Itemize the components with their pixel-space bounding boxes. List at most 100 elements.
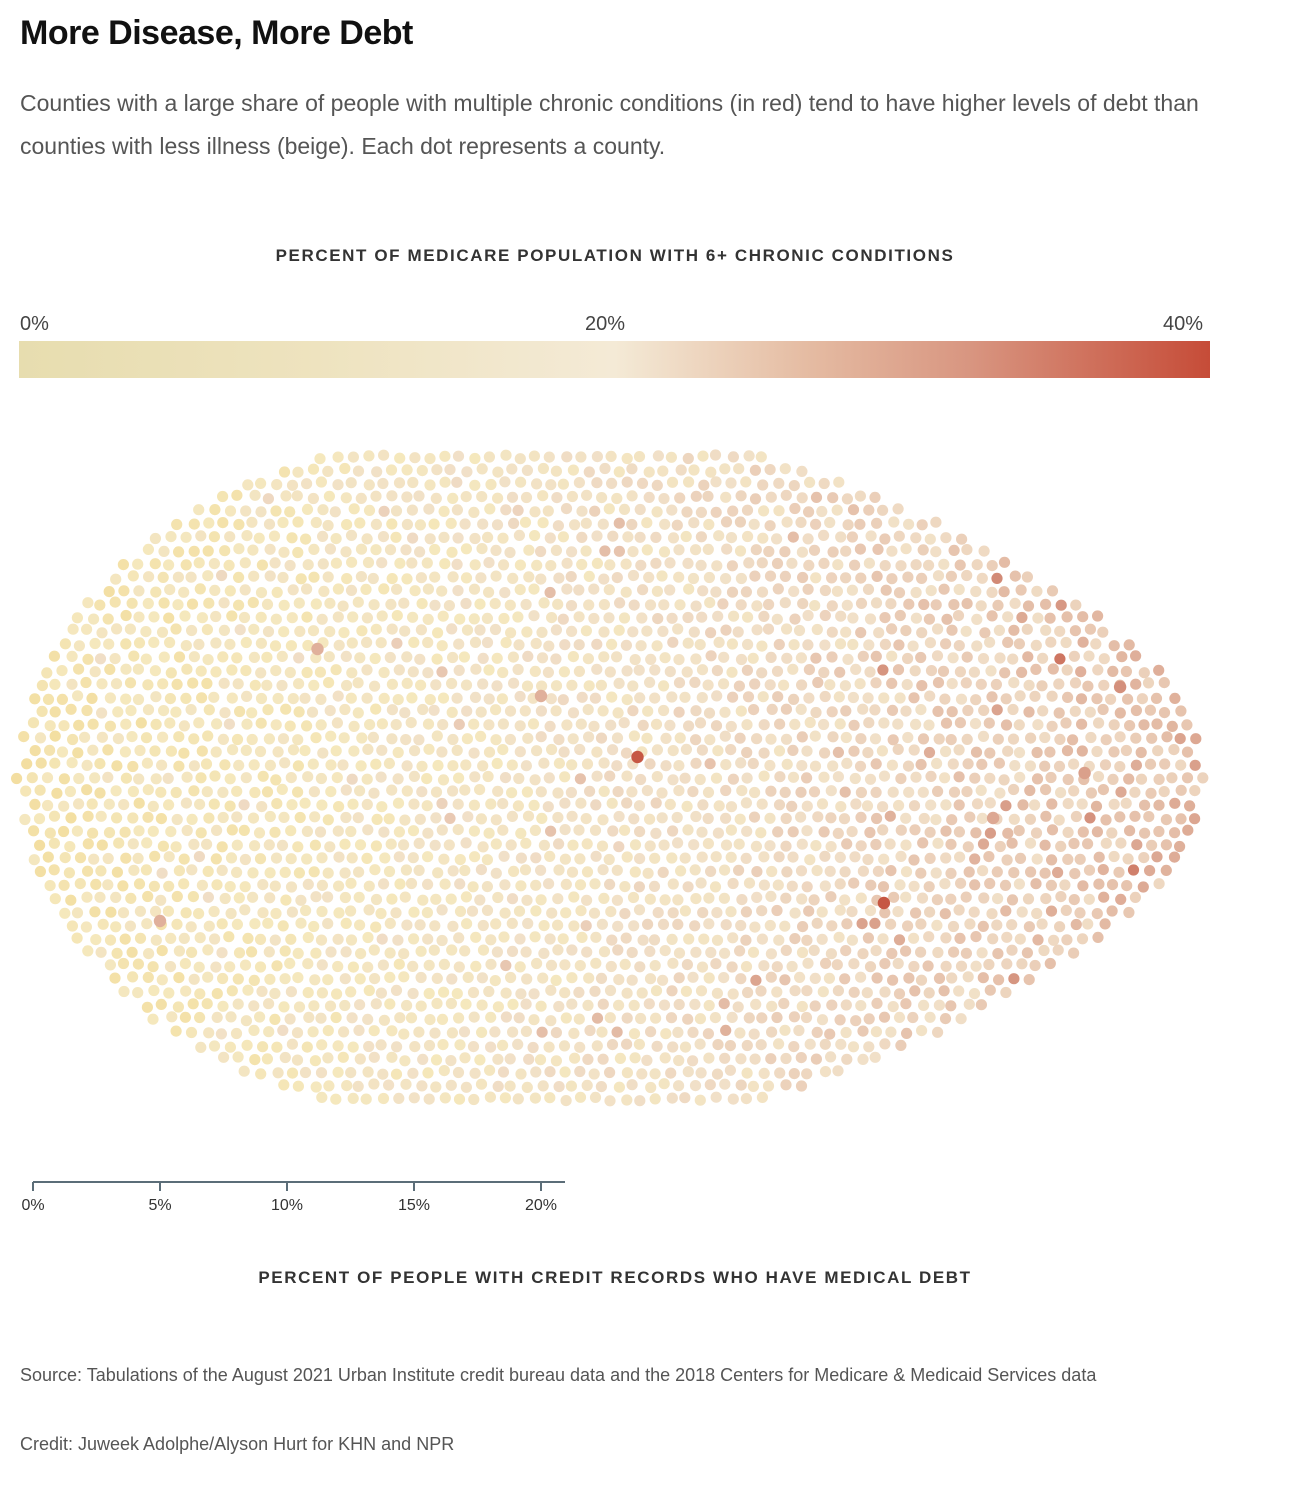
county-dot[interactable] [629,839,642,851]
county-dot[interactable] [618,612,631,624]
county-dot[interactable] [1189,759,1201,771]
county-dot[interactable] [581,946,593,958]
county-dot[interactable] [80,676,92,689]
county-dot[interactable] [110,921,122,933]
county-dot[interactable] [219,892,231,905]
county-dot[interactable] [977,730,990,742]
county-dot[interactable] [961,651,973,663]
county-dot[interactable] [622,531,634,543]
county-dot[interactable] [48,864,60,876]
county-dot[interactable] [147,961,159,973]
county-dot[interactable] [188,973,200,985]
county-dot[interactable] [1068,894,1080,906]
county-dot[interactable] [955,877,967,889]
county-dot[interactable] [930,867,942,879]
county-dot[interactable] [239,853,251,866]
county-dot[interactable] [492,1080,504,1092]
county-dot[interactable] [580,517,592,529]
county-dot[interactable] [322,465,334,477]
county-dot[interactable] [279,973,291,985]
county-dot[interactable] [446,677,458,690]
county-dot[interactable] [431,730,443,742]
county-dot[interactable] [384,947,396,959]
county-dot[interactable] [1146,839,1158,851]
county-dot[interactable] [621,851,633,863]
county-dot[interactable] [504,1080,516,1092]
county-dot[interactable] [846,826,858,838]
county-dot[interactable] [1153,878,1165,890]
county-dot[interactable] [1129,891,1141,903]
county-dot[interactable] [150,773,162,785]
county-dot[interactable] [544,933,556,945]
county-dot[interactable] [1002,827,1014,839]
county-dot[interactable] [650,985,663,997]
county-dot[interactable] [553,734,565,746]
county-dot[interactable] [1000,719,1013,731]
county-dot[interactable] [406,692,418,704]
county-dot[interactable] [835,801,847,813]
county-dot[interactable] [470,931,482,943]
county-dot[interactable] [135,717,147,729]
county-dot[interactable] [566,810,578,822]
county-dot[interactable] [1045,905,1058,917]
county-dot[interactable] [28,854,40,866]
county-dot[interactable] [682,1013,694,1025]
county-dot[interactable] [1009,760,1021,772]
county-dot[interactable] [1031,585,1043,597]
county-dot[interactable] [832,1065,844,1077]
county-dot[interactable] [332,611,344,623]
county-dot[interactable] [142,811,154,823]
county-dot[interactable] [81,704,93,717]
county-dot[interactable] [986,691,998,703]
county-dot[interactable] [224,800,236,812]
county-dot[interactable] [757,691,769,703]
county-dot[interactable] [421,907,433,919]
county-dot[interactable] [924,637,937,649]
county-dot[interactable] [1053,760,1066,772]
county-dot[interactable] [732,1001,744,1013]
county-dot[interactable] [82,945,94,957]
county-dot[interactable] [1008,677,1020,689]
county-dot[interactable] [613,1081,626,1093]
county-dot[interactable] [1138,719,1150,731]
county-dot[interactable] [900,891,912,903]
county-dot[interactable] [489,598,501,610]
county-dot[interactable] [376,744,388,756]
county-dot[interactable] [712,610,724,622]
county-dot[interactable] [818,771,830,783]
county-dot[interactable] [512,800,525,812]
county-dot[interactable] [439,878,451,890]
county-dot[interactable] [87,827,99,839]
county-dot[interactable] [354,919,366,931]
county-dot[interactable] [954,851,966,863]
county-dot[interactable] [550,705,562,717]
county-dot[interactable] [218,624,230,636]
county-dot[interactable] [773,851,785,863]
county-dot[interactable] [155,894,167,906]
county-dot[interactable] [230,1027,243,1040]
county-dot[interactable] [788,480,800,492]
county-dot[interactable] [864,773,877,785]
county-dot[interactable] [545,1015,557,1027]
county-dot[interactable] [1084,623,1096,635]
county-dot[interactable] [332,1066,344,1078]
county-dot[interactable] [683,720,695,732]
county-dot[interactable] [986,586,998,598]
county-dot[interactable] [803,692,815,704]
county-dot[interactable] [59,638,71,650]
county-dot[interactable] [916,892,929,904]
county-dot[interactable] [848,745,860,757]
county-dot[interactable] [771,986,783,998]
county-dot[interactable] [861,987,873,999]
county-dot[interactable] [491,680,503,692]
county-dot[interactable] [895,824,907,836]
county-dot[interactable] [399,891,411,903]
county-dot[interactable] [725,801,738,813]
county-dot[interactable] [181,663,193,675]
county-dot[interactable] [263,518,276,530]
county-dot[interactable] [143,948,155,960]
county-dot[interactable] [682,452,694,465]
county-dot[interactable] [454,878,466,890]
county-dot[interactable] [390,984,403,997]
county-dot[interactable] [393,664,405,676]
